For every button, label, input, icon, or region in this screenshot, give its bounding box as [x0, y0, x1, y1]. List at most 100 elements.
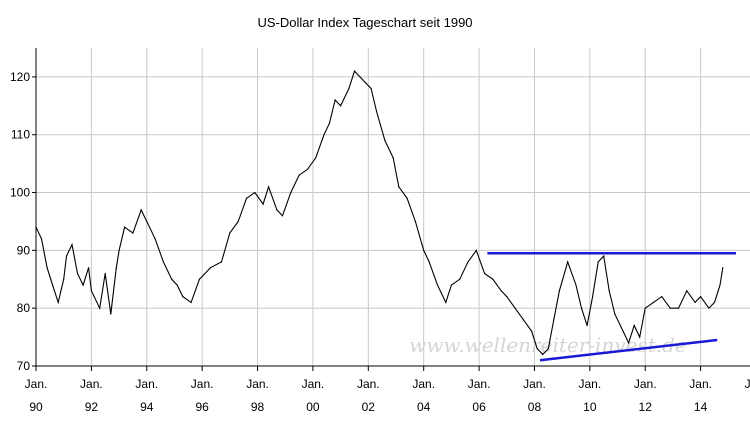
data-point — [592, 296, 594, 298]
data-point — [268, 186, 270, 188]
x-tick-label-year: 90 — [29, 400, 43, 414]
data-point — [567, 261, 569, 263]
data-point — [90, 290, 92, 292]
data-point — [428, 261, 430, 263]
data-point — [353, 70, 356, 72]
data-point — [547, 348, 549, 350]
data-point — [171, 278, 173, 280]
y-tick-labels: 70 80 90 100 110 120 — [10, 70, 30, 373]
data-point — [276, 209, 278, 211]
data-point — [608, 290, 610, 292]
data-point — [586, 324, 588, 327]
trendline — [539, 338, 718, 362]
data-point — [514, 307, 516, 309]
x-tick-label-year: 02 — [362, 400, 376, 414]
data-point — [76, 272, 79, 275]
data-point — [639, 336, 641, 338]
chart-title: US-Dollar Index Tageschart seit 1990 — [257, 15, 472, 30]
data-point — [450, 284, 452, 286]
data-point — [110, 313, 112, 315]
x-tick-label-year: 04 — [417, 400, 431, 414]
data-point — [652, 301, 655, 303]
data-point — [162, 261, 164, 263]
x-tick-label-year: 94 — [140, 400, 154, 414]
data-point — [348, 87, 350, 90]
data-point — [46, 267, 48, 269]
x-tick-label-month: Jan. — [579, 377, 602, 391]
data-point — [334, 99, 336, 101]
data-point — [644, 307, 646, 309]
data-point — [436, 284, 439, 286]
data-point — [115, 267, 117, 269]
data-point — [262, 203, 264, 205]
data-point — [423, 249, 425, 251]
x-tick-label-month: Jan. — [357, 377, 380, 391]
data-point — [459, 278, 461, 280]
x-tick-labels: Jan. 90 Jan. 92 Jan. 94 Jan. 96 Jan. 98 Jan. 00 Jan.… — [25, 377, 750, 414]
data-point — [445, 301, 447, 303]
data-point — [52, 284, 54, 286]
data-point — [65, 255, 68, 257]
y-tick-label: 110 — [11, 128, 30, 142]
data-point — [628, 342, 630, 344]
x-tick-label-month: Jan. — [135, 377, 158, 391]
data-point — [176, 284, 178, 286]
data-point — [719, 284, 721, 286]
data-point — [506, 296, 508, 298]
data-point — [229, 232, 231, 234]
data-point — [57, 301, 59, 303]
dollar-index-line — [35, 70, 724, 356]
data-point — [708, 307, 710, 309]
data-point — [661, 296, 663, 298]
data-point — [88, 267, 90, 269]
data-point — [254, 191, 256, 194]
data-point — [104, 272, 106, 275]
data-point — [323, 134, 325, 136]
data-point — [190, 301, 192, 303]
data-point — [40, 238, 43, 240]
data-point — [603, 255, 605, 257]
x-tick-label-month: Jan. — [689, 377, 712, 391]
data-point — [63, 278, 65, 280]
data-point — [614, 313, 616, 315]
data-point — [290, 191, 292, 194]
data-point — [220, 261, 223, 263]
data-point — [245, 197, 248, 199]
series-layer — [35, 70, 724, 356]
data-point — [467, 261, 469, 263]
data-point — [475, 249, 477, 251]
x-tick-label-month: Jan. — [523, 377, 546, 391]
data-point — [622, 330, 624, 332]
data-point — [132, 232, 134, 234]
data-point — [492, 278, 494, 280]
data-point — [370, 87, 372, 90]
y-tick-label: 70 — [17, 359, 31, 373]
data-point — [536, 348, 538, 350]
data-point — [198, 278, 200, 280]
data-point — [406, 197, 408, 199]
data-point — [384, 139, 386, 142]
data-point — [700, 296, 702, 298]
data-point — [340, 105, 342, 107]
data-point — [597, 261, 599, 263]
data-point — [328, 122, 331, 124]
data-point — [376, 111, 378, 113]
data-point — [71, 243, 73, 246]
data-point — [484, 272, 486, 275]
y-tick-label: 100 — [10, 186, 30, 200]
x-tick-label-year: 96 — [195, 400, 209, 414]
data-point — [182, 296, 184, 298]
data-point — [82, 284, 84, 286]
y-tick-label: 120 — [10, 70, 30, 84]
y-tick-label: 80 — [17, 301, 31, 315]
x-tick-label-month: Jan. — [302, 377, 325, 391]
data-point — [306, 168, 308, 171]
x-tick-label-year: 12 — [639, 400, 653, 414]
x-tick-label-month: Jan. — [412, 377, 435, 391]
data-point — [237, 220, 239, 223]
data-point — [531, 330, 533, 332]
data-point — [713, 301, 716, 303]
x-tick-label-year: 98 — [251, 400, 265, 414]
x-tick-label-month: Jan. — [25, 377, 48, 391]
